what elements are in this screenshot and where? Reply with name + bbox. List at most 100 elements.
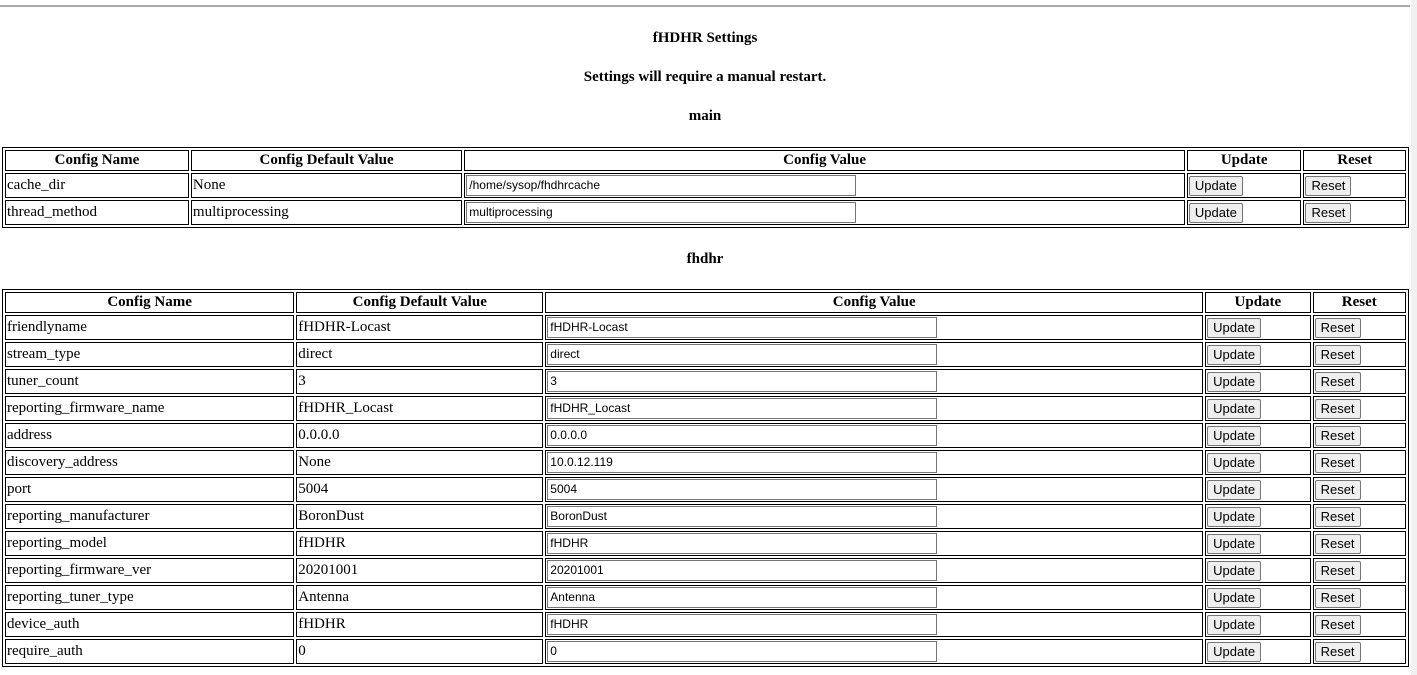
update-button[interactable]: Update	[1207, 452, 1262, 473]
config-value-input[interactable]: fHDHR	[547, 614, 938, 635]
update-button[interactable]: Update	[1188, 202, 1243, 223]
reset-cell: Reset	[1312, 477, 1406, 502]
reset-button[interactable]: Reset	[1314, 398, 1361, 419]
column-header: Reset	[1312, 292, 1406, 313]
reset-cell: Reset	[1303, 200, 1406, 225]
config-name: tuner_count	[5, 369, 295, 394]
config-name: reporting_tuner_type	[5, 585, 295, 610]
update-button[interactable]: Update	[1207, 560, 1262, 581]
config-value-input[interactable]: fHDHR-Locast	[547, 317, 938, 338]
update-cell: Update	[1205, 639, 1311, 664]
reset-button[interactable]: Reset	[1314, 371, 1361, 392]
config-default: fHDHR-Locast	[296, 315, 544, 340]
config-value-cell: direct	[545, 342, 1204, 367]
update-cell: Update	[1205, 612, 1311, 637]
table-row: require_auth 0 0 Update Reset	[5, 639, 1406, 664]
update-button[interactable]: Update	[1207, 371, 1262, 392]
reset-cell: Reset	[1312, 396, 1406, 421]
config-value-cell: BoronDust	[545, 504, 1204, 529]
scrollbar[interactable]	[1411, 0, 1417, 675]
update-cell: Update	[1205, 504, 1311, 529]
column-header: Config Name	[5, 292, 295, 313]
update-button[interactable]: Update	[1207, 479, 1262, 500]
table-row: reporting_manufacturer BoronDust BoronDust…	[5, 504, 1406, 529]
reset-button[interactable]: Reset	[1305, 175, 1352, 196]
config-value-input[interactable]: fHDHR	[547, 533, 938, 554]
table-row: address 0.0.0.0 0.0.0.0 Update Reset	[5, 423, 1406, 448]
divider	[0, 5, 1410, 7]
config-value-input[interactable]: direct	[547, 344, 938, 365]
update-cell: Update	[1186, 173, 1302, 198]
reset-button[interactable]: Reset	[1314, 560, 1361, 581]
reset-button[interactable]: Reset	[1314, 344, 1361, 365]
section-title-main: main	[688, 108, 722, 124]
update-cell: Update	[1186, 200, 1302, 225]
table-row: reporting_firmware_ver 20201001 20201001 Up…	[5, 558, 1406, 583]
reset-button[interactable]: Reset	[1305, 202, 1352, 223]
config-value-input[interactable]: 3	[547, 371, 938, 392]
config-value-cell: fHDHR	[545, 612, 1204, 637]
reset-button[interactable]: Reset	[1314, 587, 1361, 608]
table-row: stream_type direct direct Update Reset	[5, 342, 1406, 367]
reset-button[interactable]: Reset	[1314, 452, 1361, 473]
reset-button[interactable]: Reset	[1314, 533, 1361, 554]
config-value-cell: 20201001	[545, 558, 1204, 583]
config-name: reporting_manufacturer	[5, 504, 295, 529]
restart-notice: Settings will require a manual restart.	[583, 69, 827, 85]
update-button[interactable]: Update	[1207, 641, 1262, 662]
reset-cell: Reset	[1312, 315, 1406, 340]
config-value-cell: Antenna	[545, 585, 1204, 610]
config-value-input[interactable]: multiprocessing	[466, 202, 857, 223]
update-button[interactable]: Update	[1207, 425, 1262, 446]
reset-button[interactable]: Reset	[1314, 506, 1361, 527]
settings-table-main: Config Name Config Default Value Config Va…	[2, 147, 1409, 228]
reset-button[interactable]: Reset	[1314, 479, 1361, 500]
config-value-cell: 5004	[545, 477, 1204, 502]
update-button[interactable]: Update	[1207, 398, 1262, 419]
reset-cell: Reset	[1312, 585, 1406, 610]
config-default: BoronDust	[296, 504, 544, 529]
config-value-input[interactable]: 10.0.12.119	[547, 452, 938, 473]
update-button[interactable]: Update	[1188, 175, 1243, 196]
reset-cell: Reset	[1303, 173, 1406, 198]
config-value-cell: 0	[545, 639, 1204, 664]
table-row: tuner_count 3 3 Update Reset	[5, 369, 1406, 394]
reset-button[interactable]: Reset	[1314, 425, 1361, 446]
update-button[interactable]: Update	[1207, 317, 1262, 338]
update-button[interactable]: Update	[1207, 614, 1262, 635]
update-cell: Update	[1205, 315, 1311, 340]
config-value-input[interactable]: /home/sysop/fhdhrcache	[466, 175, 857, 196]
config-default: 5004	[296, 477, 544, 502]
config-default: direct	[296, 342, 544, 367]
config-value-input[interactable]: fHDHR_Locast	[547, 398, 938, 419]
update-cell: Update	[1205, 396, 1311, 421]
table-row: friendlyname fHDHR-Locast fHDHR-Locast Upda…	[5, 315, 1406, 340]
update-button[interactable]: Update	[1207, 344, 1262, 365]
config-default: None	[296, 450, 544, 475]
config-value-input[interactable]: Antenna	[547, 587, 938, 608]
update-cell: Update	[1205, 477, 1311, 502]
config-value-input[interactable]: 0.0.0.0	[547, 425, 938, 446]
config-value-cell: 10.0.12.119	[545, 450, 1204, 475]
section-title-fhdhr: fhdhr	[686, 251, 724, 267]
table-row: reporting_tuner_type Antenna Antenna Update…	[5, 585, 1406, 610]
config-name: reporting_firmware_name	[5, 396, 295, 421]
reset-button[interactable]: Reset	[1314, 317, 1361, 338]
config-value-input[interactable]: 20201001	[547, 560, 938, 581]
update-cell: Update	[1205, 450, 1311, 475]
reset-cell: Reset	[1312, 504, 1406, 529]
reset-button[interactable]: Reset	[1314, 614, 1361, 635]
column-header: Update	[1186, 150, 1302, 171]
config-value-input[interactable]: 5004	[547, 479, 938, 500]
reset-button[interactable]: Reset	[1314, 641, 1361, 662]
reset-cell: Reset	[1312, 612, 1406, 637]
config-value-input[interactable]: 0	[547, 641, 938, 662]
config-value-input[interactable]: BoronDust	[547, 506, 938, 527]
update-button[interactable]: Update	[1207, 533, 1262, 554]
update-cell: Update	[1205, 531, 1311, 556]
update-button[interactable]: Update	[1207, 506, 1262, 527]
update-button[interactable]: Update	[1207, 587, 1262, 608]
config-name: thread_method	[5, 200, 189, 225]
config-value-cell: 0.0.0.0	[545, 423, 1204, 448]
config-name: reporting_firmware_ver	[5, 558, 295, 583]
